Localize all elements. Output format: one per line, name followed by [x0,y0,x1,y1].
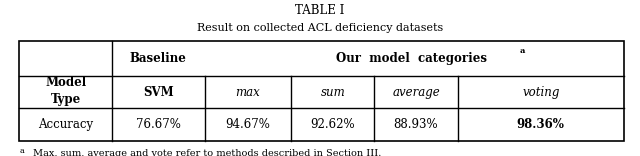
Text: average: average [392,85,440,99]
Text: 88.93%: 88.93% [394,118,438,131]
Text: 98.36%: 98.36% [517,118,564,131]
Text: a: a [520,47,525,55]
Text: a: a [19,147,24,155]
Text: Max, sum, average and vote refer to methods described in Section III.: Max, sum, average and vote refer to meth… [33,149,381,156]
Text: TABLE I: TABLE I [295,4,345,17]
Text: Our  model  categories: Our model categories [336,52,486,65]
Bar [19,41,624,141]
Text: Result on collected ACL deficiency datasets: Result on collected ACL deficiency datas… [197,23,443,33]
Text: Accuracy: Accuracy [38,118,93,131]
Text: Baseline: Baseline [130,52,187,65]
Text: 92.62%: 92.62% [310,118,355,131]
Text: 94.67%: 94.67% [225,118,271,131]
Text: Model
Type: Model Type [45,76,86,106]
Text: voting: voting [522,85,559,99]
Text: SVM: SVM [143,85,173,99]
Text: 76.67%: 76.67% [136,118,181,131]
Text: max: max [236,85,260,99]
Text: sum: sum [321,85,345,99]
